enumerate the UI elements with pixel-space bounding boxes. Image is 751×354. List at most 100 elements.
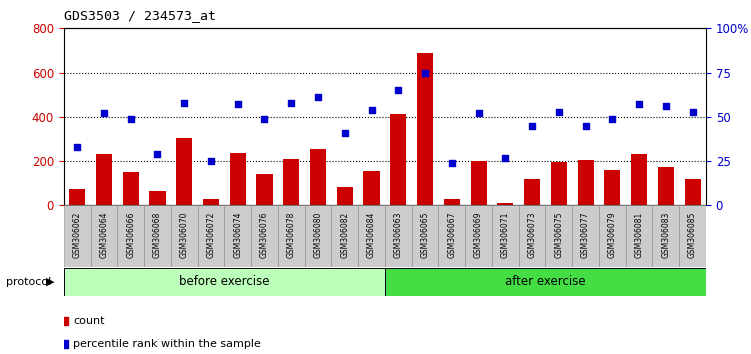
Bar [631,154,647,205]
Bar [310,149,326,205]
Bar [417,53,433,205]
Bar [64,205,91,267]
Point [71,144,83,150]
Bar [497,203,514,205]
Bar [385,268,706,296]
Point [633,102,645,107]
Text: GSM306081: GSM306081 [635,211,644,258]
Text: GSM306065: GSM306065 [421,211,430,258]
Bar [550,162,567,205]
Bar [96,154,112,205]
Bar [91,205,117,267]
Point [580,123,592,129]
Bar [336,187,353,205]
Text: GSM306068: GSM306068 [153,211,162,258]
Bar [524,179,540,205]
Point [285,100,297,105]
Point [339,130,351,136]
Bar [251,205,278,267]
Text: GSM306082: GSM306082 [340,211,349,258]
Bar [257,175,273,205]
Bar [331,205,358,267]
Text: ▶: ▶ [46,277,54,287]
Point [258,116,270,121]
Point [499,155,511,160]
Bar [385,205,412,267]
Bar [519,205,545,267]
Point [606,116,618,121]
Text: GSM306076: GSM306076 [260,211,269,258]
Bar [658,167,674,205]
Bar [599,205,626,267]
Text: after exercise: after exercise [505,275,586,288]
Point [205,158,217,164]
Bar [305,205,331,267]
Bar [391,114,406,205]
Text: GSM306070: GSM306070 [179,211,189,258]
Bar [171,205,198,267]
Text: GSM306064: GSM306064 [99,211,108,258]
Bar [439,205,465,267]
Point [98,110,110,116]
Text: GSM306080: GSM306080 [313,211,322,258]
Text: before exercise: before exercise [179,275,270,288]
Text: GSM306062: GSM306062 [73,211,82,258]
Bar [679,205,706,267]
Text: GSM306073: GSM306073 [527,211,536,258]
Text: GSM306083: GSM306083 [662,211,671,258]
Point [232,102,244,107]
Bar [363,171,379,205]
Text: GSM306063: GSM306063 [394,211,403,258]
Point [312,95,324,100]
Bar [64,268,385,296]
Text: GSM306067: GSM306067 [448,211,457,258]
Point [178,100,190,105]
Text: count: count [74,315,104,326]
Point [152,151,164,157]
Bar [545,205,572,267]
Point [472,110,484,116]
Bar [203,199,219,205]
Bar [572,205,599,267]
Bar [278,205,305,267]
Point [526,123,538,129]
Bar [225,205,251,267]
Text: GSM306077: GSM306077 [581,211,590,258]
Text: GSM306085: GSM306085 [688,211,697,258]
Bar [358,205,385,267]
Text: protocol: protocol [6,277,51,287]
Bar [198,205,225,267]
Text: percentile rank within the sample: percentile rank within the sample [74,338,261,349]
Text: GSM306084: GSM306084 [367,211,376,258]
Bar [230,153,246,205]
Text: GSM306071: GSM306071 [501,211,510,258]
Text: GSM306075: GSM306075 [554,211,563,258]
Bar [283,159,299,205]
Text: GSM306066: GSM306066 [126,211,135,258]
Bar [69,189,86,205]
Bar [578,160,593,205]
Point [686,109,698,114]
Text: GSM306074: GSM306074 [234,211,243,258]
Point [553,109,565,114]
Bar [685,179,701,205]
Bar [470,161,487,205]
Point [419,70,431,75]
Point [660,103,672,109]
Bar [626,205,653,267]
Bar [144,205,170,267]
Point [446,160,458,166]
Point [125,116,137,121]
Bar [444,199,460,205]
Bar [122,172,139,205]
Bar [117,205,144,267]
Text: GSM306078: GSM306078 [287,211,296,258]
Bar [492,205,519,267]
Bar [412,205,439,267]
Point [366,107,378,113]
Bar [149,191,165,205]
Point [392,87,404,93]
Text: GSM306072: GSM306072 [207,211,216,258]
Text: GDS3503 / 234573_at: GDS3503 / 234573_at [64,9,216,22]
Bar [605,170,620,205]
